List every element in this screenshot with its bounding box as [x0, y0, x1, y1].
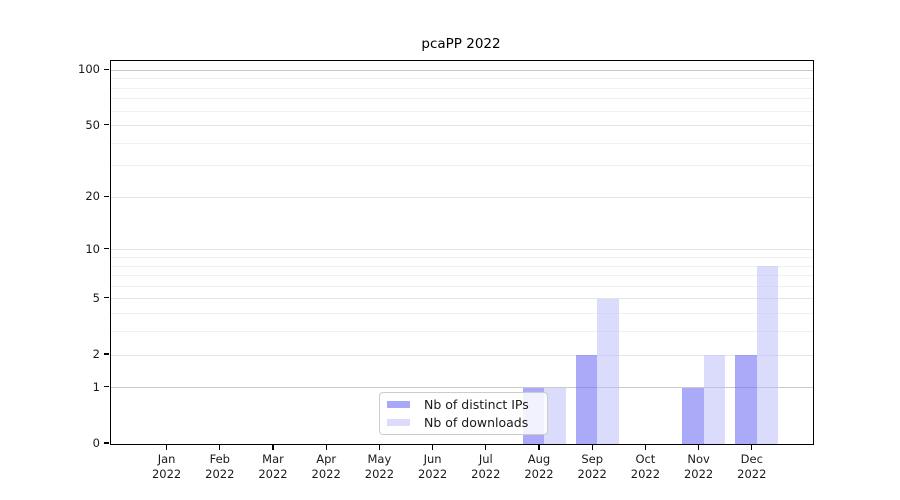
- bar-distinct-ips-nov-2022: [682, 387, 704, 444]
- x-tick-mark-4: [325, 444, 327, 450]
- x-tick-mark-6: [432, 444, 434, 450]
- y-tick-mark-10: [104, 248, 109, 250]
- gridline-minor-6: [111, 285, 813, 287]
- y-tick-label-20: 20: [85, 189, 100, 204]
- gridline-minor-9: [111, 256, 813, 258]
- gridline-minor-40: [111, 142, 813, 144]
- gridline-minor-90: [111, 78, 813, 80]
- bar-distinct-ips-dec-2022: [735, 355, 757, 444]
- x-tick-label-10: Oct 2022: [630, 452, 661, 481]
- y-tick-mark-20: [104, 195, 109, 197]
- bar-downloads-aug-2022: [544, 387, 566, 444]
- bar-downloads-dec-2022: [756, 266, 779, 444]
- y-tick-mark-0: [104, 442, 109, 444]
- legend: Nb of distinct IPs Nb of downloads: [379, 392, 548, 435]
- x-tick-label-11: Nov 2022: [683, 452, 714, 481]
- legend-entry-distinct-ips: Nb of distinct IPs: [387, 397, 539, 412]
- gridline-major-50: [111, 125, 813, 127]
- x-tick-label-4: Apr 2022: [311, 452, 341, 481]
- gridline-minor-30: [111, 165, 813, 167]
- x-tick-mark-9: [591, 444, 593, 450]
- bar-downloads-sep-2022: [597, 298, 619, 444]
- x-tick-label-2: Feb 2022: [205, 452, 235, 481]
- x-tick-label-9: Sep 2022: [577, 452, 607, 481]
- y-tick-label-10: 10: [85, 241, 100, 256]
- x-tick-mark-5: [378, 444, 380, 450]
- y-tick-label-0: 0: [92, 436, 100, 450]
- bar-distinct-ips-sep-2022: [575, 355, 598, 444]
- x-tick-mark-1: [166, 444, 168, 450]
- y-tick-mark-5: [104, 297, 109, 299]
- x-tick-label-5: May 2022: [364, 452, 395, 481]
- y-tick-label-5: 5: [92, 290, 100, 305]
- x-tick-mark-10: [644, 444, 646, 450]
- gridline-minor-7: [111, 275, 813, 277]
- gridline-major-2: [111, 354, 813, 356]
- plot-area: Nb of distinct IPs Nb of downloads: [110, 60, 814, 445]
- y-tick-label-2: 2: [92, 347, 100, 361]
- x-tick-mark-3: [272, 444, 274, 450]
- x-tick-label-6: Jun 2022: [417, 452, 448, 481]
- gridline-minor-70: [111, 98, 813, 100]
- legend-label-downloads: Nb of downloads: [424, 414, 529, 430]
- gridline-major-10: [111, 249, 813, 251]
- gridline-minor-80: [111, 87, 813, 89]
- x-tick-mark-8: [538, 444, 540, 450]
- y-tick-mark-50: [104, 123, 109, 126]
- x-tick-label-7: Jul 2022: [471, 452, 501, 481]
- x-tick-label-3: Mar 2022: [258, 452, 288, 481]
- x-tick-label-8: Aug 2022: [524, 452, 554, 481]
- legend-swatch-distinct-ips: [387, 401, 410, 409]
- x-tick-mark-12: [751, 444, 753, 450]
- legend-entry-downloads: Nb of downloads: [387, 415, 539, 430]
- legend-swatch-downloads: [387, 418, 410, 426]
- gridline-minor-60: [111, 110, 813, 112]
- gridline-major-1: [111, 387, 813, 389]
- gridline-major-5: [111, 298, 813, 300]
- x-tick-label-12: Dec 2022: [737, 452, 767, 481]
- y-tick-label-100: 100: [78, 62, 100, 77]
- gridline-major-20: [111, 196, 813, 198]
- x-tick-mark-7: [485, 444, 487, 450]
- y-tick-mark-2: [104, 353, 109, 355]
- x-tick-label-1: Jan 2022: [151, 452, 182, 481]
- y-tick-label-50: 50: [85, 117, 100, 132]
- bar-downloads-nov-2022: [703, 355, 726, 444]
- gridline-minor-8: [111, 265, 813, 267]
- chart-title: pcaPP 2022: [421, 36, 501, 52]
- y-tick-mark-100: [104, 68, 109, 70]
- gridline-minor-3: [111, 331, 813, 333]
- x-tick-mark-11: [698, 444, 700, 450]
- gridline-major-100: [111, 69, 813, 71]
- legend-label-distinct-ips: Nb of distinct IPs: [424, 397, 529, 413]
- gridline-minor-4: [111, 313, 813, 315]
- x-tick-mark-2: [219, 444, 221, 450]
- y-tick-label-1: 1: [92, 379, 100, 394]
- y-tick-mark-1: [104, 386, 109, 388]
